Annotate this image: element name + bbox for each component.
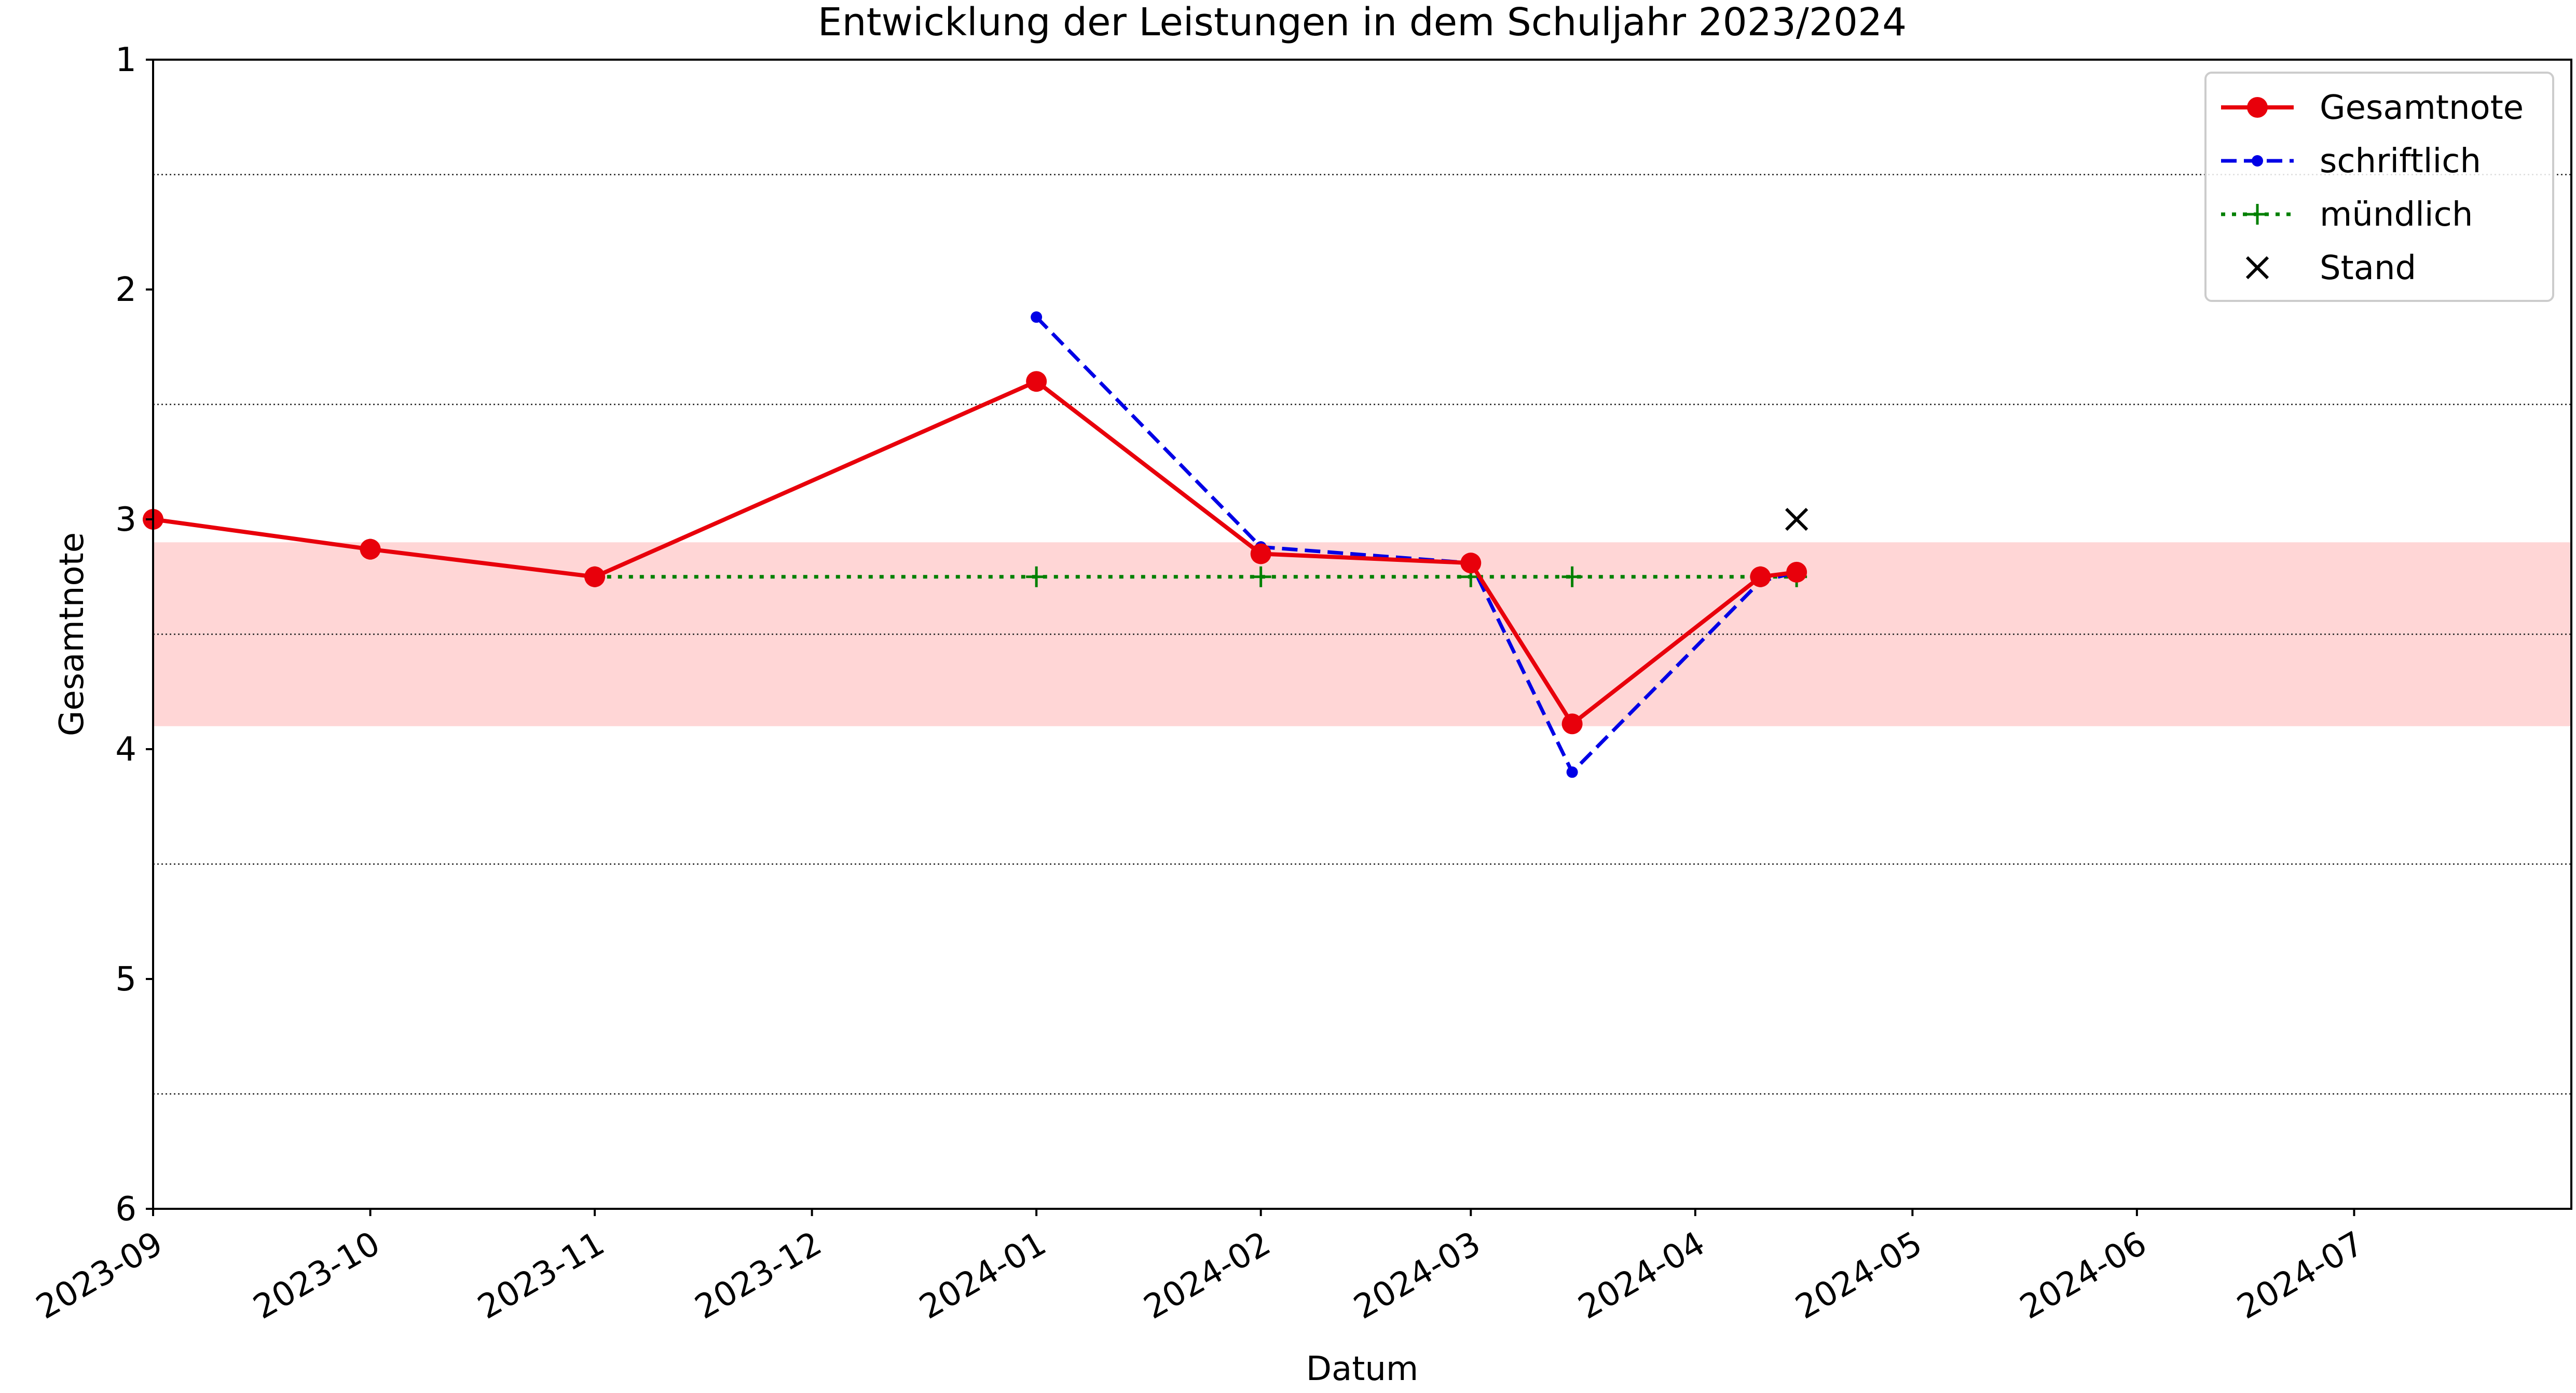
legend-item-schriftlich: schriftlich (2221, 142, 2481, 181)
legend-item-m-ndlich: mündlich (2221, 196, 2473, 234)
data-point-stand (1785, 507, 1808, 531)
series-lines (143, 311, 1808, 778)
data-point-schriftlich (1566, 766, 1578, 778)
data-point-gesamtnote (360, 539, 381, 560)
y-tick-label: 4 (115, 730, 136, 769)
series-gesamtnote (143, 371, 1807, 735)
legend-marker-m-ndlich (2247, 204, 2268, 225)
legend-label-m-ndlich: mündlich (2320, 196, 2473, 234)
data-point-m-ndlich (1561, 566, 1583, 587)
legend: Gesamtnote schriftlich mündlich Stand (2204, 72, 2554, 302)
series-stand (1785, 507, 1808, 531)
y-tick-label: 6 (115, 1190, 136, 1229)
x-axis-label: Datum (1306, 1350, 1419, 1388)
y-axis-ticks: 1 2 3 4 5 6 (115, 41, 153, 1229)
legend-item-stand: Stand (2245, 249, 2416, 287)
y-tick-label: 5 (115, 960, 136, 999)
data-point-gesamtnote (1250, 543, 1271, 564)
legend-label-gesamtnote: Gesamtnote (2320, 89, 2524, 127)
data-point-gesamtnote (1750, 566, 1771, 587)
legend-item-gesamtnote: Gesamtnote (2221, 89, 2524, 127)
data-point-schriftlich (1031, 311, 1043, 323)
data-point-gesamtnote (1026, 371, 1047, 392)
y-tick-label: 1 (115, 41, 136, 79)
legend-marker-stand (2245, 256, 2269, 280)
legend-label-stand: Stand (2320, 249, 2416, 287)
grid-lines (153, 174, 2571, 1095)
data-point-gesamtnote (1561, 713, 1583, 735)
chart-title: Entwicklung der Leistungen in dem Schulj… (818, 0, 1907, 45)
legend-marker-schriftlich (2252, 155, 2263, 167)
legend-marker-gesamtnote (2247, 97, 2268, 118)
data-point-m-ndlich (1026, 566, 1047, 587)
y-tick-label: 2 (115, 271, 136, 309)
plot-frame (152, 59, 2572, 1210)
legend-box (2204, 72, 2554, 302)
legend-label-schriftlich: schriftlich (2320, 142, 2481, 181)
y-tick-label: 3 (115, 501, 136, 539)
data-point-m-ndlich (1250, 566, 1271, 587)
data-point-gesamtnote (1786, 561, 1807, 583)
y-axis-label: Gesamtnote (53, 532, 91, 736)
data-point-gesamtnote (1460, 553, 1482, 574)
data-point-gesamtnote (584, 566, 606, 587)
